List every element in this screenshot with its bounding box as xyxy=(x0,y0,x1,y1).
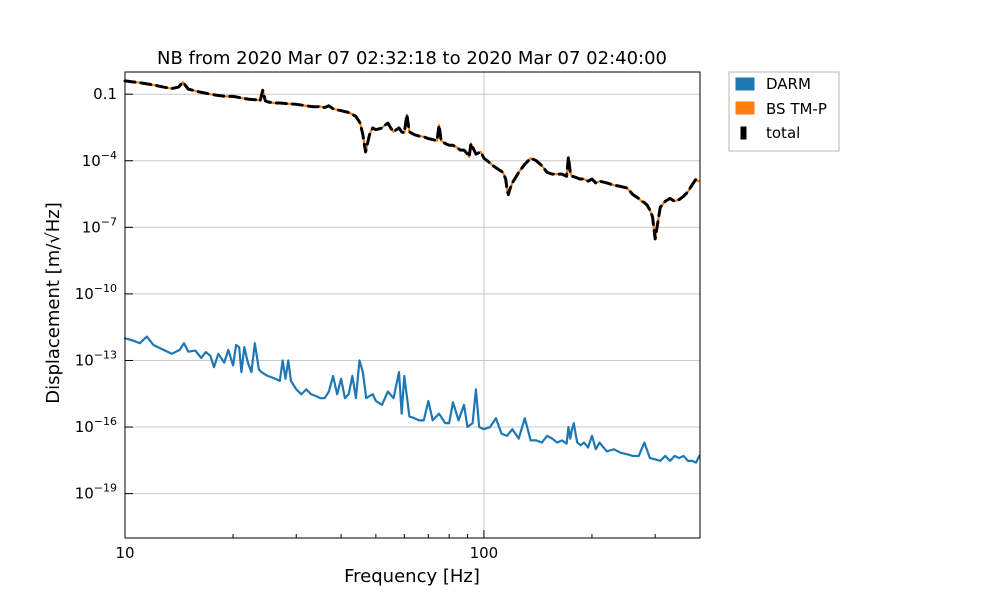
y-tick-label-4: 10−13 xyxy=(75,348,117,369)
series-line-total xyxy=(123,79,701,241)
series-layer xyxy=(123,79,701,464)
legend-label-darm: DARM xyxy=(766,75,811,93)
chart-title: NB from 2020 Mar 07 02:32:18 to 2020 Mar… xyxy=(157,48,667,69)
plot-frame xyxy=(124,71,701,539)
legend-label-total: total xyxy=(766,124,800,142)
axis-layer: 10 100 0.1 10−4 10−7 10−10 10−13 10−16 10−19 xyxy=(75,85,701,562)
legend-label-bs-tm-p: BS TM-P xyxy=(766,100,827,118)
y-tick-label-6: 10−19 xyxy=(75,482,117,503)
legend: DARM BS TM-P total xyxy=(728,71,840,152)
y-tick-label-3: 10−10 xyxy=(75,282,117,303)
y-tick-label-2: 10−7 xyxy=(82,215,117,236)
legend-swatch-bs-tm-p xyxy=(735,101,755,115)
x-tick-label-0: 10 xyxy=(115,544,134,562)
legend-swatch-darm xyxy=(735,77,755,91)
legend-swatch-total xyxy=(740,126,747,140)
series-line-darm xyxy=(123,335,701,464)
grid-layer xyxy=(124,72,700,538)
y-tick-label-0: 0.1 xyxy=(93,85,117,103)
series-line-bs-tm-p xyxy=(123,79,701,241)
y-tick-label-5: 10−16 xyxy=(75,415,117,436)
y-axis-label: Displacement [m/√Hz] xyxy=(43,202,64,404)
y-tick-label-1: 10−4 xyxy=(82,149,117,170)
x-tick-label-1: 100 xyxy=(470,544,499,562)
x-axis-label: Frequency [Hz] xyxy=(344,566,480,587)
